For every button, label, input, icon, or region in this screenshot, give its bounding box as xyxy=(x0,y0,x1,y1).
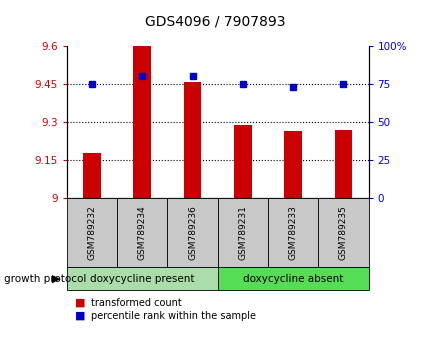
Text: GSM789236: GSM789236 xyxy=(187,205,197,260)
Bar xyxy=(334,130,351,198)
Text: GSM789235: GSM789235 xyxy=(338,205,347,260)
Text: GSM789233: GSM789233 xyxy=(288,205,297,260)
Text: growth protocol: growth protocol xyxy=(4,274,86,284)
Text: GSM789234: GSM789234 xyxy=(138,205,146,260)
Text: transformed count: transformed count xyxy=(90,298,181,308)
Bar xyxy=(233,125,251,198)
Text: ▶: ▶ xyxy=(52,274,60,284)
Text: doxycycline absent: doxycycline absent xyxy=(243,274,342,284)
Text: GDS4096 / 7907893: GDS4096 / 7907893 xyxy=(145,14,285,28)
Text: ■: ■ xyxy=(75,298,86,308)
Bar xyxy=(183,81,201,198)
Text: GSM789231: GSM789231 xyxy=(238,205,247,260)
Bar xyxy=(133,46,150,198)
Bar xyxy=(83,153,101,198)
Text: percentile rank within the sample: percentile rank within the sample xyxy=(90,311,255,321)
Text: doxycycline present: doxycycline present xyxy=(90,274,194,284)
Text: GSM789232: GSM789232 xyxy=(87,205,96,260)
Text: ■: ■ xyxy=(75,311,86,321)
Bar xyxy=(284,131,301,198)
